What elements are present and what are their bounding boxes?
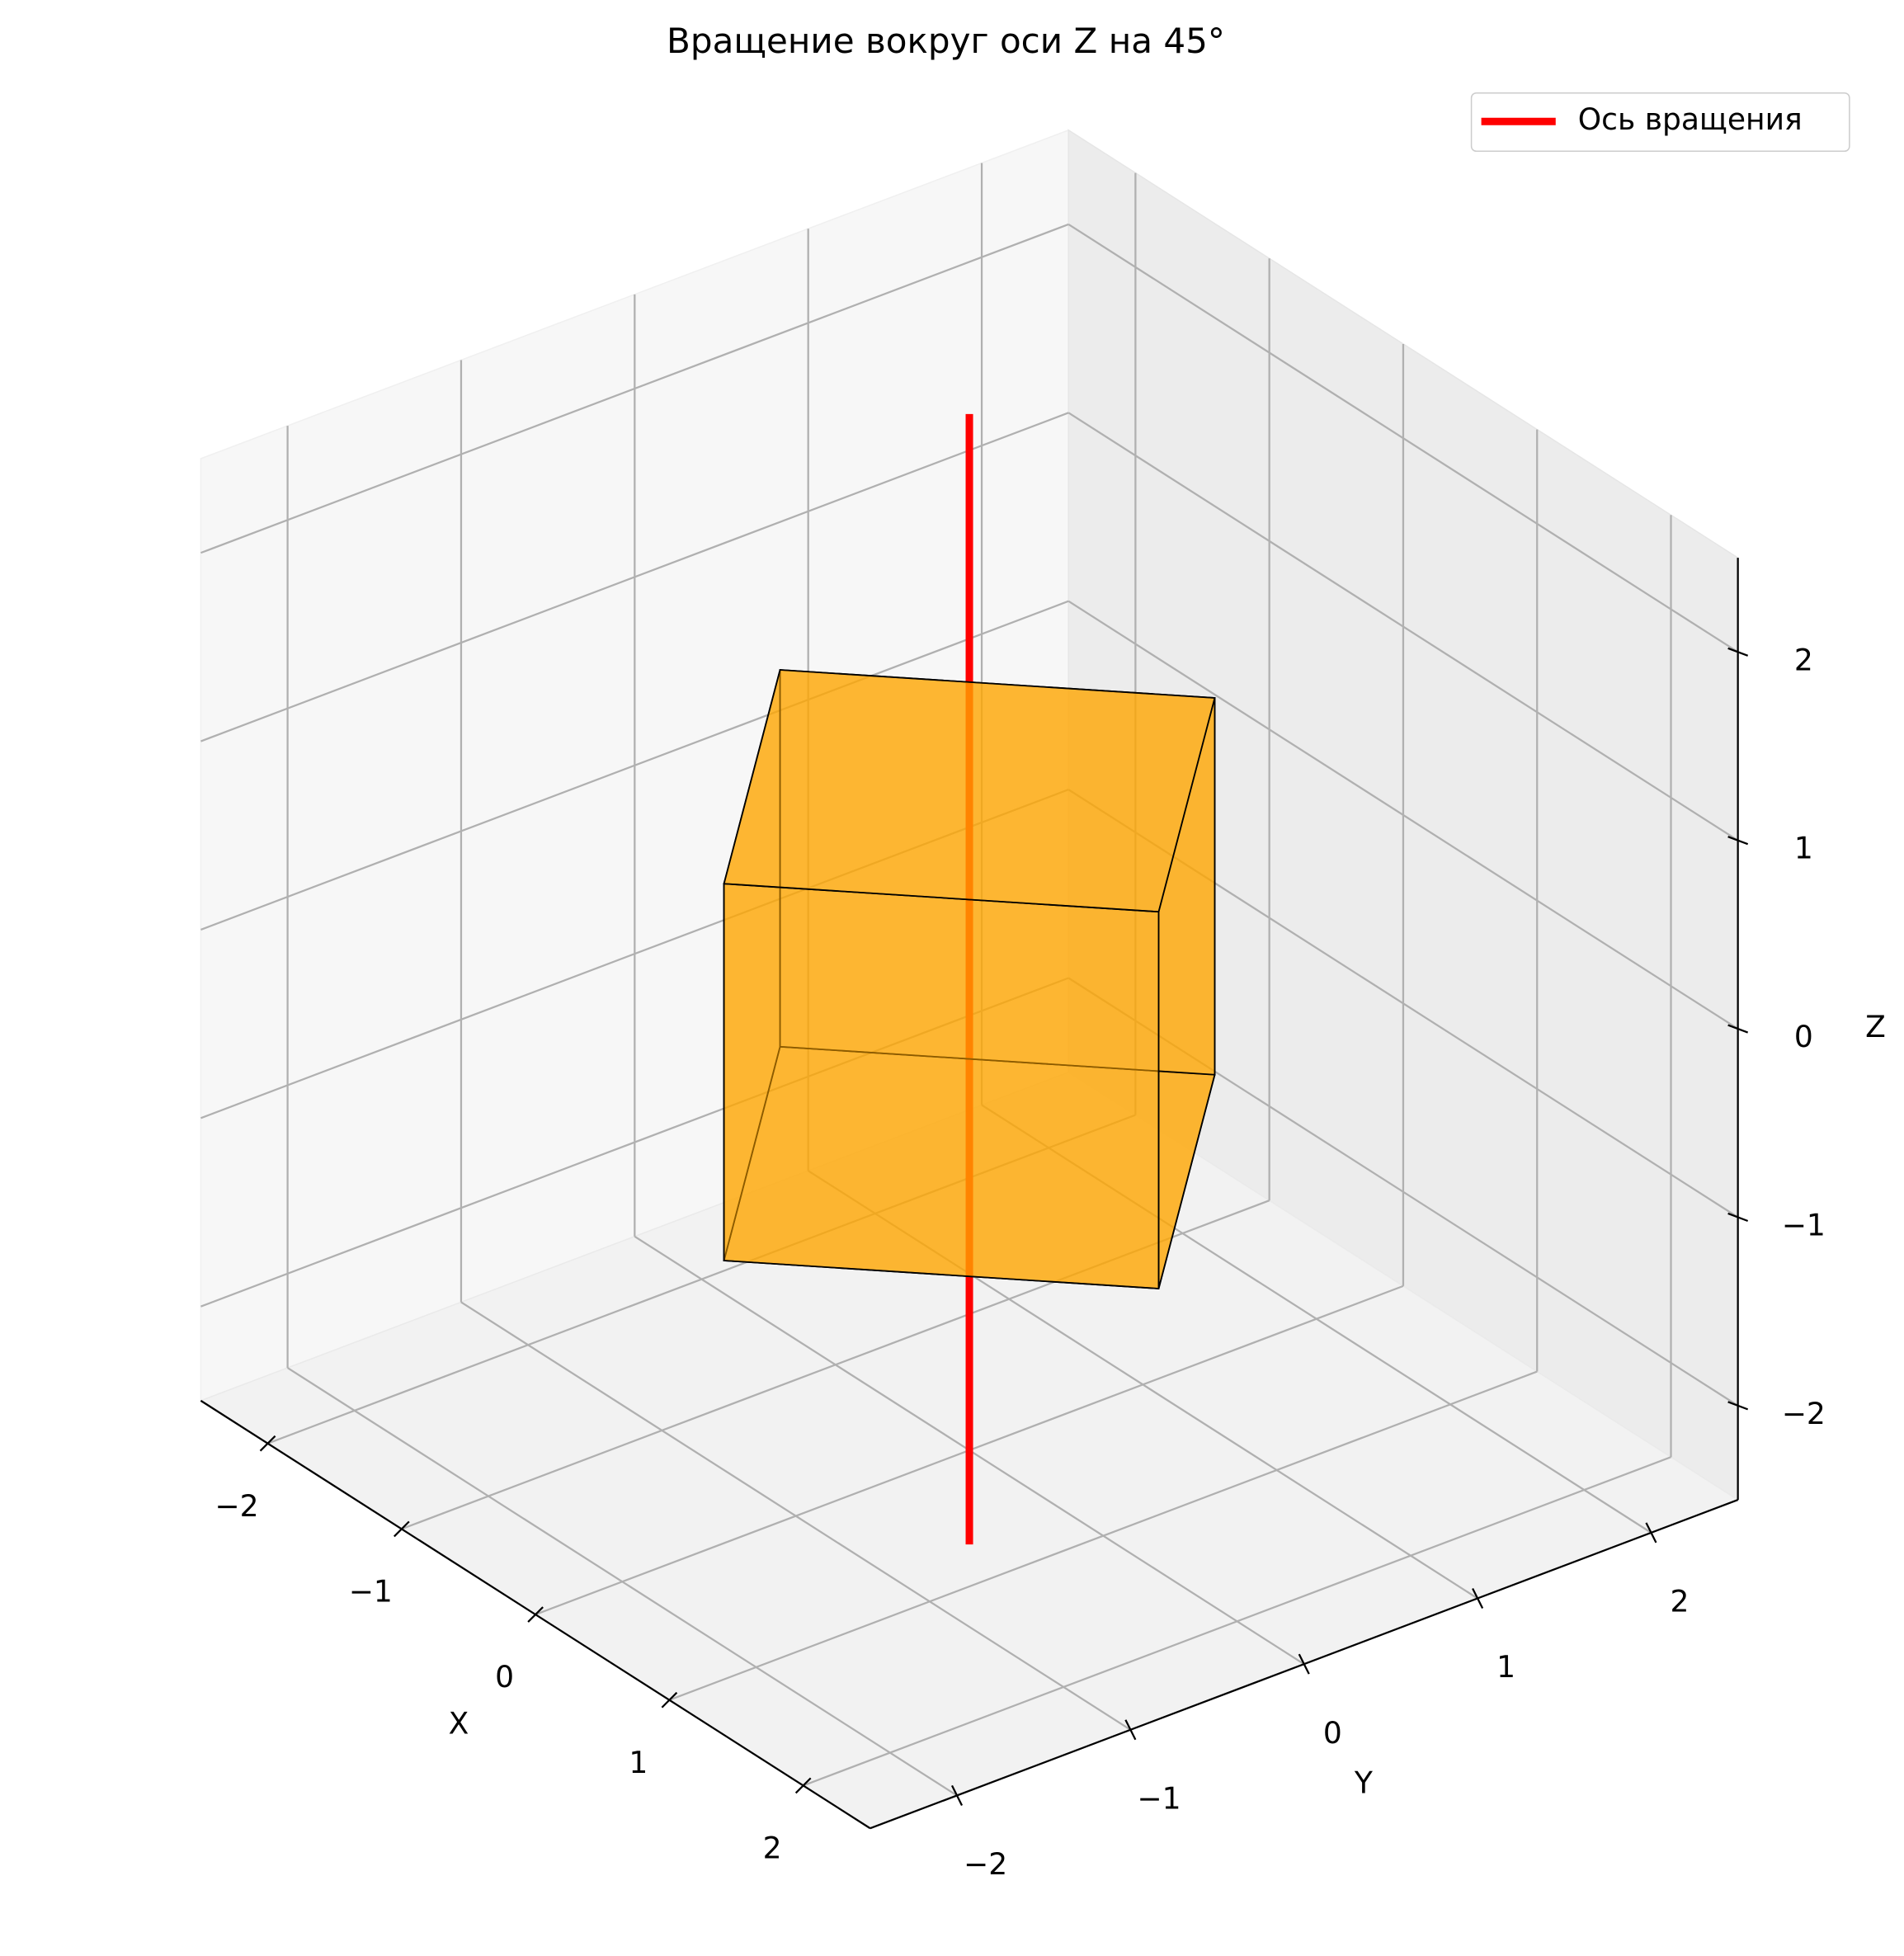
tick-mark bbox=[259, 1435, 276, 1452]
tick-label: 1 bbox=[629, 1746, 648, 1780]
tick-label: −1 bbox=[349, 1575, 393, 1610]
tick-label: 0 bbox=[495, 1660, 514, 1694]
tick-label: 1 bbox=[1794, 832, 1813, 866]
tick-mark bbox=[1124, 1719, 1137, 1741]
tick-label: −2 bbox=[1782, 1397, 1826, 1431]
tick-label: −1 bbox=[1782, 1209, 1826, 1243]
z-axis-label: Z bbox=[1865, 1010, 1886, 1044]
grid-line bbox=[1067, 412, 1739, 841]
tick-label: 2 bbox=[1794, 643, 1813, 677]
tick-mark bbox=[1727, 647, 1749, 657]
chart-title: Вращение вокруг оси Z на 45° bbox=[667, 21, 1225, 61]
tick-mark bbox=[394, 1520, 410, 1538]
grid-line bbox=[286, 1367, 958, 1797]
cube-face bbox=[723, 883, 1160, 1289]
tick-label: −1 bbox=[1137, 1781, 1181, 1816]
grid-line bbox=[200, 223, 1069, 554]
grid-line bbox=[460, 1301, 1131, 1731]
y-axis-label: Y bbox=[1354, 1766, 1374, 1801]
tick-label: 0 bbox=[1794, 1020, 1813, 1054]
tick-mark bbox=[794, 1777, 812, 1794]
grid-line bbox=[1067, 600, 1739, 1030]
cube-face bbox=[723, 669, 1216, 913]
tick-label: 2 bbox=[763, 1831, 782, 1866]
tick-mark bbox=[1298, 1653, 1310, 1675]
tick-label: 2 bbox=[1671, 1585, 1690, 1619]
grid-line bbox=[200, 600, 1069, 931]
tick-mark bbox=[1727, 836, 1749, 846]
grid-line bbox=[1067, 224, 1739, 653]
tick-mark bbox=[527, 1606, 544, 1623]
grid-line bbox=[200, 412, 1069, 742]
legend-label: Ось вращения bbox=[1578, 102, 1803, 137]
tick-mark bbox=[1472, 1587, 1484, 1610]
tick-label: −2 bbox=[214, 1489, 258, 1524]
legend-box bbox=[1470, 92, 1850, 153]
tick-mark bbox=[1727, 1401, 1749, 1411]
tick-mark bbox=[950, 1784, 964, 1806]
x-axis-label: X bbox=[449, 1707, 469, 1742]
tick-mark bbox=[1727, 1212, 1749, 1223]
tick-mark bbox=[661, 1691, 678, 1709]
tick-mark bbox=[1645, 1522, 1657, 1544]
tick-mark bbox=[1727, 1024, 1749, 1034]
tick-label: 1 bbox=[1496, 1650, 1515, 1685]
tick-label: 0 bbox=[1323, 1716, 1342, 1751]
tick-label: −2 bbox=[964, 1847, 1007, 1882]
